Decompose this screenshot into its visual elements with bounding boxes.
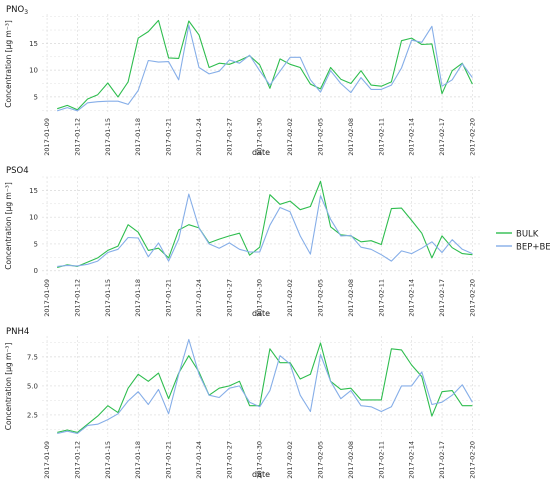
- y-tick-label: 10: [29, 214, 38, 222]
- legend-label-bulk: BULK: [516, 230, 539, 240]
- series-line-bep-bem: [57, 24, 473, 112]
- x-tick-label: 2017-02-14: [408, 279, 416, 317]
- x-tick-label: 2017-02-11: [377, 279, 385, 317]
- x-tick-label: 2017-01-21: [165, 279, 173, 317]
- x-tick-label: 2017-02-14: [408, 118, 416, 156]
- y-axis-label: Concentration [µg m⁻³]: [4, 343, 13, 431]
- x-tick-label: 2017-01-09: [43, 279, 51, 317]
- x-tick-label: 2017-02-02: [286, 279, 294, 317]
- x-tick-label: 2017-01-27: [225, 118, 233, 156]
- panel-pnh4: PNH4 2.5 5.0 7.5 Concentration [µg m⁻³] 2017-…: [4, 327, 480, 479]
- legend-label-bep-bem: BEP+BEM: [516, 243, 550, 253]
- x-tick-label: 2017-02-17: [438, 279, 446, 317]
- x-tick-label: 2017-01-24: [195, 279, 203, 317]
- x-tick-label: 2017-02-11: [377, 118, 385, 156]
- x-tick-label: 2017-02-14: [408, 441, 416, 479]
- y-tick-label: 5: [34, 93, 38, 101]
- panel-pno3: PNO3 5 10 15 Concentration [µg m⁻³] 2017-01-0…: [4, 5, 480, 157]
- x-tick-label: 2017-02-05: [316, 118, 324, 156]
- x-tick-label: 2017-02-17: [438, 118, 446, 156]
- x-tick-label: 2017-01-09: [43, 441, 51, 479]
- x-tick-label: 2017-02-08: [347, 279, 355, 317]
- x-tick-label: 2017-01-18: [134, 279, 142, 317]
- x-tick-label: 2017-01-15: [104, 441, 112, 479]
- y-tick-label: 15: [29, 40, 38, 48]
- series-line-bulk: [57, 342, 473, 433]
- x-tick-label: 2017-01-21: [165, 441, 173, 479]
- x-tick-label: 2017-02-17: [438, 441, 446, 479]
- x-tick-label: 2017-01-12: [73, 279, 81, 317]
- x-tick-label: 2017-01-12: [73, 118, 81, 156]
- x-tick-label: 2017-02-05: [316, 279, 324, 317]
- panel-title: PNH4: [6, 327, 29, 337]
- x-axis-label: date: [252, 309, 270, 318]
- x-tick-label: 2017-01-15: [104, 279, 112, 317]
- panel-title: PNO3: [6, 5, 28, 16]
- x-axis-label: date: [252, 470, 270, 479]
- y-axis-label: Concentration [µg m⁻³]: [4, 182, 13, 270]
- y-tick-label: 10: [29, 67, 38, 75]
- x-tick-label: 2017-02-11: [377, 441, 385, 479]
- x-tick-label: 2017-01-18: [134, 441, 142, 479]
- x-tick-label: 2017-01-24: [195, 441, 203, 479]
- x-tick-label: 2017-02-05: [316, 441, 324, 479]
- x-tick-label: 2017-01-18: [134, 118, 142, 156]
- x-tick-label: 2017-01-27: [225, 441, 233, 479]
- x-tick-label: 2017-02-20: [468, 118, 476, 156]
- x-tick-label: 2017-02-02: [286, 441, 294, 479]
- x-tick-label: 2017-02-02: [286, 118, 294, 156]
- x-axis-label: date: [252, 148, 270, 157]
- x-tick-label: 2017-02-08: [347, 441, 355, 479]
- y-tick-label: 7.5: [27, 353, 38, 361]
- legend: BULK BEP+BEM: [494, 227, 550, 253]
- y-tick-label: 5: [34, 240, 38, 248]
- panel-title: PSO4: [6, 166, 29, 176]
- x-tick-label: 2017-02-20: [468, 279, 476, 317]
- x-tick-label: 2017-01-24: [195, 118, 203, 156]
- series-line-bep-bem: [57, 193, 473, 267]
- panel-pso4: PSO4 0 5 10 15 Concentration [µg m⁻³] 2017-01-…: [4, 166, 480, 318]
- series-line-bulk: [57, 19, 473, 111]
- y-tick-label: 15: [29, 187, 38, 195]
- x-tick-label: 2017-01-15: [104, 118, 112, 156]
- series-line-bulk: [57, 180, 473, 269]
- x-tick-label: 2017-01-09: [43, 118, 51, 156]
- y-tick-label: 2.5: [27, 411, 38, 419]
- x-tick-label: 2017-01-30: [256, 279, 264, 317]
- x-tick-label: 2017-01-30: [256, 118, 264, 156]
- x-tick-label: 2017-01-12: [73, 441, 81, 479]
- y-axis-label: Concentration [µg m⁻³]: [4, 20, 13, 108]
- x-tick-label: 2017-02-08: [347, 118, 355, 156]
- x-tick-label: 2017-01-27: [225, 279, 233, 317]
- x-tick-label: 2017-02-20: [468, 441, 476, 479]
- x-tick-label: 2017-01-21: [165, 118, 173, 156]
- x-tick-label: 2017-01-30: [256, 441, 264, 479]
- series-line-bep-bem: [57, 338, 473, 435]
- y-tick-label: 0: [34, 267, 38, 275]
- y-tick-label: 5.0: [27, 382, 38, 390]
